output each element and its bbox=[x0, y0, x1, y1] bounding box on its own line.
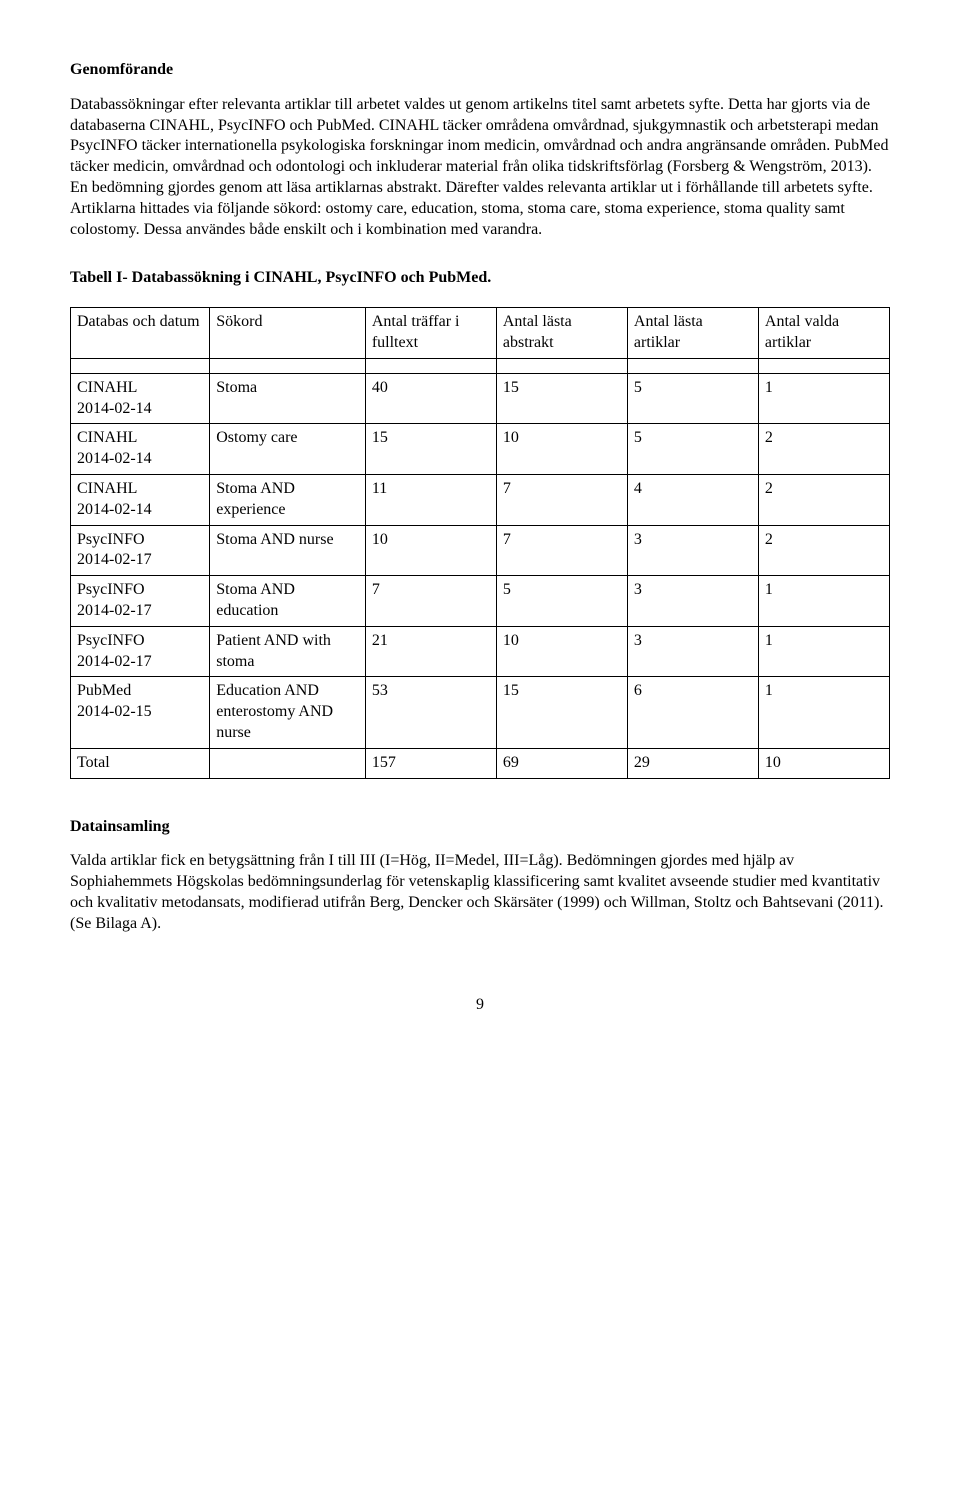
table-cell: CINAHL 2014-02-14 bbox=[71, 373, 210, 424]
table-header-cell: Antal träffar i fulltext bbox=[365, 308, 496, 359]
table-cell: 11 bbox=[365, 474, 496, 525]
table-title: Tabell I- Databassökning i CINAHL, PsycI… bbox=[70, 268, 890, 289]
table-cell: 10 bbox=[758, 748, 889, 778]
page-number: 9 bbox=[70, 995, 890, 1016]
table-cell: 5 bbox=[496, 576, 627, 627]
table-cell: PubMed 2014-02-15 bbox=[71, 677, 210, 748]
table-row: PsycINFO 2014-02-17Stoma AND education75… bbox=[71, 576, 890, 627]
table-cell: 15 bbox=[496, 373, 627, 424]
table-row: CINAHL 2014-02-14Ostomy care151052 bbox=[71, 424, 890, 475]
section-heading-2: Datainsamling bbox=[70, 817, 890, 838]
table-row: PsycINFO 2014-02-17Patient AND with stom… bbox=[71, 626, 890, 677]
table-cell: 1 bbox=[758, 373, 889, 424]
table-header-cell: Antal lästa artiklar bbox=[627, 308, 758, 359]
table-cell: 3 bbox=[627, 626, 758, 677]
table-spacer-row bbox=[71, 358, 890, 373]
table-cell: 6 bbox=[627, 677, 758, 748]
table-cell: Stoma AND nurse bbox=[210, 525, 366, 576]
table-cell: 7 bbox=[365, 576, 496, 627]
paragraph-datainsamling: Valda artiklar fick en betygsättning frå… bbox=[70, 851, 890, 934]
search-table: Databas och datumSökordAntal träffar i f… bbox=[70, 307, 890, 778]
table-cell: 10 bbox=[496, 626, 627, 677]
table-cell: 3 bbox=[627, 576, 758, 627]
table-cell: PsycINFO 2014-02-17 bbox=[71, 576, 210, 627]
paragraph-genomforande: Databassökningar efter relevanta artikla… bbox=[70, 95, 890, 241]
table-row: PsycINFO 2014-02-17Stoma AND nurse10732 bbox=[71, 525, 890, 576]
table-cell: Education AND enterostomy AND nurse bbox=[210, 677, 366, 748]
section-heading: Genomförande bbox=[70, 60, 890, 81]
table-cell: 69 bbox=[496, 748, 627, 778]
table-cell: 5 bbox=[627, 373, 758, 424]
table-cell: 7 bbox=[496, 525, 627, 576]
table-cell: 2 bbox=[758, 424, 889, 475]
table-cell: 10 bbox=[496, 424, 627, 475]
table-cell: Stoma bbox=[210, 373, 366, 424]
table-cell: 21 bbox=[365, 626, 496, 677]
table-cell: 3 bbox=[627, 525, 758, 576]
table-cell: 2 bbox=[758, 525, 889, 576]
table-header-cell: Antal lästa abstrakt bbox=[496, 308, 627, 359]
table-cell: 157 bbox=[365, 748, 496, 778]
table-cell: CINAHL 2014-02-14 bbox=[71, 424, 210, 475]
table-cell: 53 bbox=[365, 677, 496, 748]
table-cell: 1 bbox=[758, 677, 889, 748]
table-cell: 1 bbox=[758, 576, 889, 627]
table-cell: Total bbox=[71, 748, 210, 778]
table-cell: PsycINFO 2014-02-17 bbox=[71, 525, 210, 576]
table-cell: CINAHL 2014-02-14 bbox=[71, 474, 210, 525]
table-header-row: Databas och datumSökordAntal träffar i f… bbox=[71, 308, 890, 359]
table-row: CINAHL 2014-02-14Stoma AND experience117… bbox=[71, 474, 890, 525]
table-cell: 15 bbox=[496, 677, 627, 748]
table-cell bbox=[210, 748, 366, 778]
table-cell: Stoma AND education bbox=[210, 576, 366, 627]
table-row: PubMed 2014-02-15Education AND enterosto… bbox=[71, 677, 890, 748]
table-cell: 40 bbox=[365, 373, 496, 424]
table-header-cell: Sökord bbox=[210, 308, 366, 359]
table-cell: Stoma AND experience bbox=[210, 474, 366, 525]
table-cell: Patient AND with stoma bbox=[210, 626, 366, 677]
table-cell: 15 bbox=[365, 424, 496, 475]
table-cell: 2 bbox=[758, 474, 889, 525]
table-header-cell: Antal valda artiklar bbox=[758, 308, 889, 359]
table-row: CINAHL 2014-02-14Stoma401551 bbox=[71, 373, 890, 424]
table-cell: 29 bbox=[627, 748, 758, 778]
table-cell: 10 bbox=[365, 525, 496, 576]
table-cell: 5 bbox=[627, 424, 758, 475]
table-header-cell: Databas och datum bbox=[71, 308, 210, 359]
table-cell: 1 bbox=[758, 626, 889, 677]
table-cell: PsycINFO 2014-02-17 bbox=[71, 626, 210, 677]
table-cell: Ostomy care bbox=[210, 424, 366, 475]
table-row: Total 157692910 bbox=[71, 748, 890, 778]
table-cell: 7 bbox=[496, 474, 627, 525]
table-cell: 4 bbox=[627, 474, 758, 525]
